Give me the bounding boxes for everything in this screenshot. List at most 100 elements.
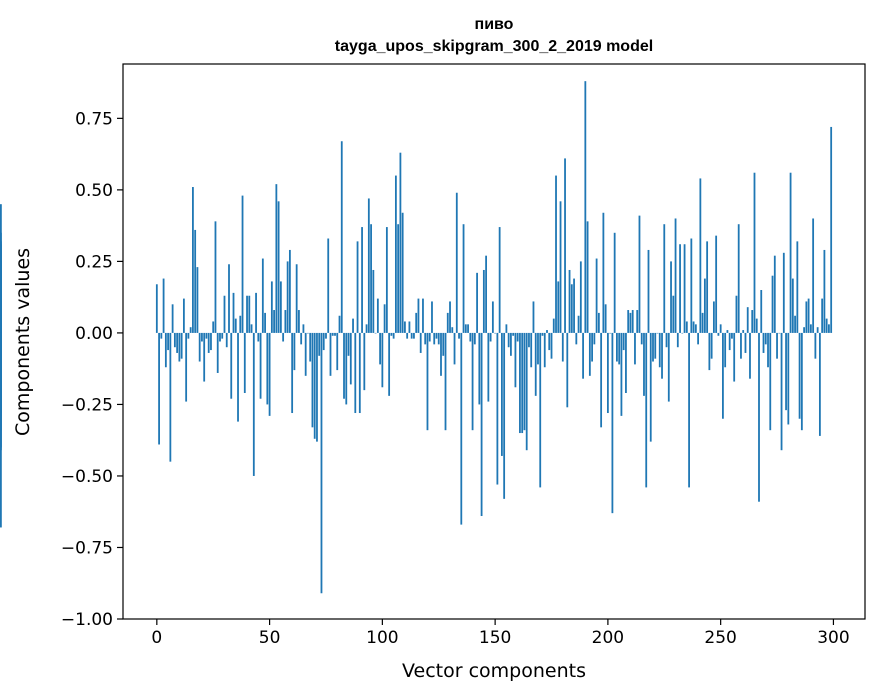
bar xyxy=(541,332,544,336)
bar xyxy=(446,312,449,333)
bar xyxy=(579,261,582,333)
bar xyxy=(825,318,828,333)
bar xyxy=(557,281,560,333)
bar xyxy=(0,332,2,528)
bar xyxy=(480,332,483,517)
bar xyxy=(464,324,467,333)
bar xyxy=(347,332,350,356)
bar xyxy=(162,278,165,333)
bar xyxy=(800,332,803,431)
bar xyxy=(719,324,722,333)
bar xyxy=(352,318,354,333)
chart-title: пиво xyxy=(475,16,514,33)
bar xyxy=(214,221,217,333)
bar xyxy=(552,318,555,333)
bar xyxy=(261,258,264,333)
bar xyxy=(318,332,321,356)
bar xyxy=(676,332,679,348)
bar xyxy=(767,332,769,368)
bar xyxy=(471,332,474,431)
bar xyxy=(279,281,282,333)
bar xyxy=(494,332,497,334)
bar xyxy=(821,298,824,333)
bar xyxy=(331,332,334,336)
bar xyxy=(478,332,481,405)
bar xyxy=(171,304,174,333)
bar xyxy=(726,330,729,333)
bar xyxy=(622,332,625,351)
bar xyxy=(618,332,621,365)
bar xyxy=(288,249,291,333)
bar xyxy=(751,310,754,333)
y-tick-label: −0.25 xyxy=(61,395,113,415)
bar xyxy=(561,332,564,362)
bar xyxy=(487,332,490,402)
bar xyxy=(823,249,826,333)
bar xyxy=(282,332,285,342)
bar xyxy=(467,324,469,333)
bar xyxy=(455,192,458,333)
bar xyxy=(627,310,630,333)
bar xyxy=(343,332,345,399)
bar xyxy=(717,332,720,336)
y-tick-label: −0.75 xyxy=(61,538,113,558)
bar xyxy=(755,318,758,333)
bar xyxy=(566,332,569,408)
bar xyxy=(733,332,736,382)
bar xyxy=(268,332,271,416)
bar xyxy=(573,278,575,333)
bar xyxy=(212,321,215,333)
bar xyxy=(394,175,397,333)
bar xyxy=(223,295,226,333)
bar xyxy=(771,275,774,333)
bar xyxy=(510,332,512,356)
bar xyxy=(780,332,783,451)
bar xyxy=(830,126,833,333)
bar xyxy=(649,332,652,442)
bar xyxy=(327,238,330,333)
bar xyxy=(367,198,370,333)
bar xyxy=(469,332,472,342)
bar xyxy=(424,332,427,345)
bar xyxy=(185,332,188,402)
bar xyxy=(313,332,316,439)
x-axis-ticks: 0 50 100 150 200 250 300 xyxy=(151,619,850,648)
bar xyxy=(604,304,607,333)
bar xyxy=(340,141,343,333)
bar xyxy=(284,310,287,333)
bar xyxy=(239,315,242,333)
bar xyxy=(286,261,289,333)
bar xyxy=(180,332,183,359)
bar xyxy=(205,332,208,339)
bar xyxy=(559,201,562,333)
bar xyxy=(647,249,650,333)
bar xyxy=(606,332,609,414)
bar xyxy=(643,332,645,396)
bar xyxy=(293,332,296,371)
bar xyxy=(192,187,194,333)
bar xyxy=(758,332,760,502)
bar xyxy=(449,301,451,333)
bar xyxy=(500,332,503,456)
bar xyxy=(307,332,309,334)
bar xyxy=(316,332,318,442)
bar xyxy=(591,332,593,362)
bar xyxy=(401,212,404,333)
bar xyxy=(275,184,278,333)
bar xyxy=(178,332,181,362)
bar xyxy=(507,332,510,348)
bar xyxy=(534,332,537,396)
bar xyxy=(519,332,521,434)
bar xyxy=(625,332,627,393)
bar xyxy=(408,321,411,333)
bar xyxy=(521,332,524,434)
bar xyxy=(496,332,499,485)
bar xyxy=(376,298,379,333)
bar xyxy=(325,332,327,339)
bar xyxy=(568,269,571,333)
bar xyxy=(255,292,257,333)
bar xyxy=(807,298,810,333)
bar xyxy=(634,332,636,365)
bar xyxy=(365,324,368,333)
bar xyxy=(417,298,420,333)
